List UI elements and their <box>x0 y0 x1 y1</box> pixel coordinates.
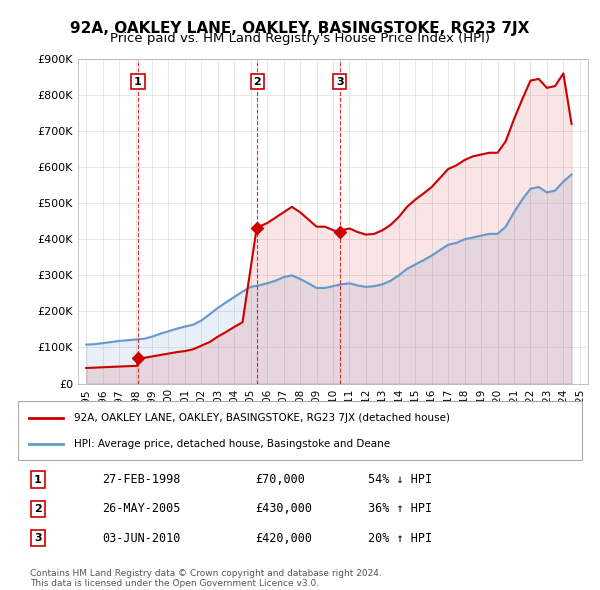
Text: 26-MAY-2005: 26-MAY-2005 <box>103 502 181 516</box>
Text: This data is licensed under the Open Government Licence v3.0.: This data is licensed under the Open Gov… <box>30 579 319 588</box>
Text: 27-FEB-1998: 27-FEB-1998 <box>103 473 181 486</box>
Text: £70,000: £70,000 <box>255 473 305 486</box>
Text: Price paid vs. HM Land Registry's House Price Index (HPI): Price paid vs. HM Land Registry's House … <box>110 32 490 45</box>
Text: Contains HM Land Registry data © Crown copyright and database right 2024.: Contains HM Land Registry data © Crown c… <box>30 569 382 578</box>
Text: 92A, OAKLEY LANE, OAKLEY, BASINGSTOKE, RG23 7JX: 92A, OAKLEY LANE, OAKLEY, BASINGSTOKE, R… <box>70 21 530 35</box>
FancyBboxPatch shape <box>18 401 582 460</box>
Text: 2: 2 <box>34 504 41 514</box>
Text: 3: 3 <box>34 533 41 543</box>
Text: £430,000: £430,000 <box>255 502 312 516</box>
Text: 3: 3 <box>336 77 344 87</box>
Text: 03-JUN-2010: 03-JUN-2010 <box>103 532 181 545</box>
Text: £420,000: £420,000 <box>255 532 312 545</box>
Text: 92A, OAKLEY LANE, OAKLEY, BASINGSTOKE, RG23 7JX (detached house): 92A, OAKLEY LANE, OAKLEY, BASINGSTOKE, R… <box>74 413 451 422</box>
Text: 36% ↑ HPI: 36% ↑ HPI <box>368 502 432 516</box>
Text: HPI: Average price, detached house, Basingstoke and Deane: HPI: Average price, detached house, Basi… <box>74 439 391 448</box>
Text: 1: 1 <box>134 77 142 87</box>
Text: 2: 2 <box>253 77 261 87</box>
Text: 1: 1 <box>34 474 41 484</box>
Text: 54% ↓ HPI: 54% ↓ HPI <box>368 473 432 486</box>
Text: 20% ↑ HPI: 20% ↑ HPI <box>368 532 432 545</box>
